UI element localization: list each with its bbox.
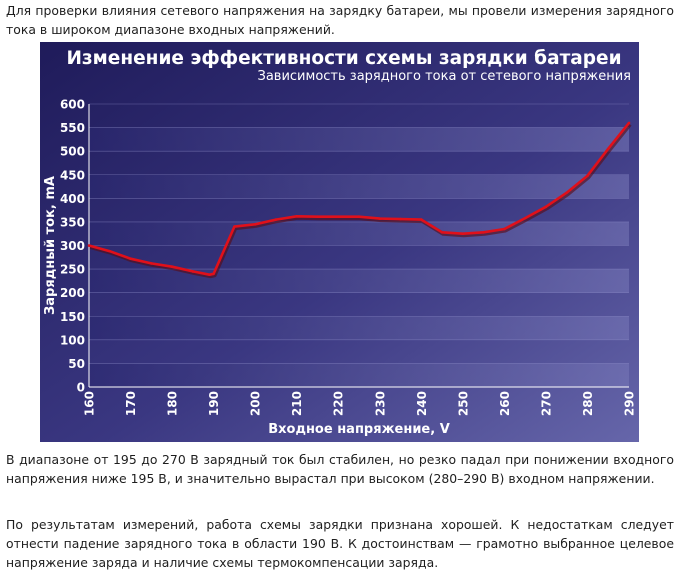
y-tick-label: 450 <box>60 168 85 182</box>
y-tick-label: 100 <box>60 333 85 347</box>
y-tick-label: 0 <box>77 381 85 395</box>
grid-band <box>89 127 629 152</box>
chart-title: Изменение эффективности схемы зарядки ба… <box>66 48 621 69</box>
x-tick-label: 200 <box>249 391 263 416</box>
grid-band <box>89 363 629 387</box>
grid-band <box>89 221 629 246</box>
x-axis-label: Входное напряжение, V <box>268 422 450 437</box>
data-point <box>523 216 527 220</box>
data-point <box>399 217 402 221</box>
data-point <box>440 230 444 234</box>
y-tick-label: 500 <box>60 145 85 159</box>
y-tick-label: 400 <box>60 192 85 206</box>
chart-subtitle: Зависимость зарядного тока от сетевого н… <box>258 69 632 84</box>
y-tick-label: 200 <box>60 286 85 300</box>
x-tick-label: 280 <box>581 391 595 416</box>
y-tick-label: 550 <box>60 121 85 135</box>
data-point <box>627 121 631 125</box>
data-point <box>357 215 361 219</box>
data-point <box>503 227 506 231</box>
series-line <box>88 122 631 276</box>
x-tick-label: 290 <box>623 391 637 416</box>
x-tick-label: 240 <box>415 391 429 416</box>
x-tick-label: 160 <box>83 391 97 416</box>
data-point <box>212 272 215 276</box>
x-tick-label: 230 <box>373 391 387 416</box>
data-point <box>420 218 423 221</box>
x-tick-label: 170 <box>124 391 138 416</box>
data-point <box>482 230 485 234</box>
data-point <box>87 244 91 247</box>
data-point <box>336 215 340 219</box>
y-tick-label: 50 <box>68 357 85 371</box>
x-tick-label: 210 <box>290 391 304 416</box>
conclusion-paragraph: По результатам измерений, работа схемы з… <box>6 517 674 570</box>
grid-band <box>89 174 629 199</box>
data-point <box>150 262 153 265</box>
x-tick-label: 270 <box>539 391 553 416</box>
data-point <box>191 270 195 273</box>
data-point <box>233 225 236 228</box>
chart-panel: Изменение эффективности схемы зарядки ба… <box>40 42 639 442</box>
data-point <box>378 217 382 220</box>
y-tick-label: 150 <box>60 310 85 324</box>
data-point <box>606 147 610 151</box>
line-chart: Изменение эффективности схемы зарядки ба… <box>40 42 639 442</box>
data-point <box>170 265 174 269</box>
y-tick-label: 600 <box>60 98 85 112</box>
intro-paragraph: Для проверки влияния сетевого напряжения… <box>6 3 674 37</box>
y-axis-label: Зарядный ток, mA <box>43 176 58 315</box>
data-point <box>253 222 257 226</box>
data-point <box>129 257 132 261</box>
y-tick-label: 300 <box>60 239 85 253</box>
result-paragraph: В диапазоне от 195 до 270 В зарядный ток… <box>6 452 674 486</box>
x-tick-label: 190 <box>207 391 221 416</box>
data-point <box>316 215 319 219</box>
data-point <box>274 218 278 221</box>
x-tick-label: 220 <box>332 391 346 416</box>
data-point <box>544 205 548 209</box>
x-tick-label: 260 <box>498 391 512 416</box>
data-point <box>461 232 465 236</box>
data-point <box>565 191 568 194</box>
grid-band <box>89 269 629 293</box>
data-point <box>295 214 298 218</box>
data-point <box>208 273 211 277</box>
data-point <box>586 174 589 177</box>
y-tick-label: 350 <box>60 215 85 229</box>
grid-band <box>89 316 629 340</box>
x-tick-label: 180 <box>166 391 180 416</box>
y-tick-label: 250 <box>60 263 85 277</box>
x-tick-label: 250 <box>456 391 470 416</box>
data-point <box>108 249 112 253</box>
